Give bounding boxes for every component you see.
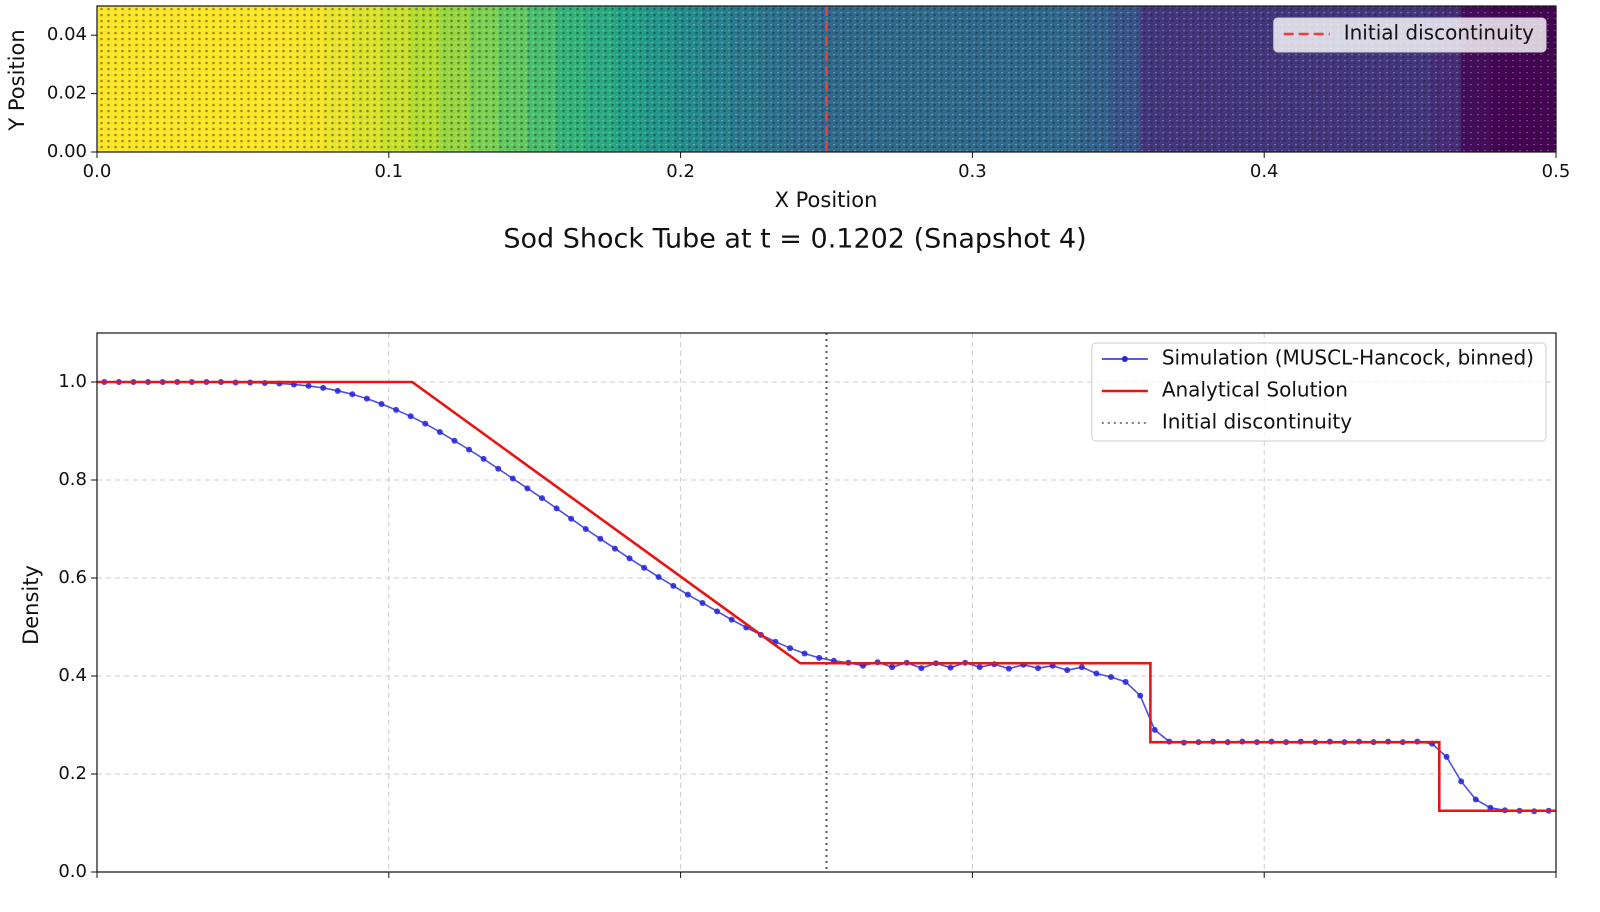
data-point: [816, 654, 823, 661]
data-point: [451, 437, 458, 444]
y-tick-label: 0.00: [47, 141, 87, 162]
plot-frame: [96, 332, 1557, 873]
y-axis-label: Y Position: [5, 29, 29, 131]
data-point: [568, 515, 575, 522]
x-tick-label: 0.4: [1250, 161, 1279, 182]
data-point: [466, 446, 473, 453]
data-point: [1137, 692, 1144, 699]
legend-label: Simulation (MUSCL-Hancock, binned): [1162, 346, 1534, 370]
data-point: [641, 564, 648, 571]
legend-marker: [1121, 356, 1128, 362]
x-tick-label: 0.0: [83, 161, 112, 182]
data-point: [787, 645, 794, 652]
legend-box: [1273, 17, 1547, 53]
y-tick-label: 0.8: [58, 469, 87, 490]
y-axis-label: Density: [19, 565, 43, 645]
data-point: [320, 384, 327, 391]
data-point: [334, 387, 341, 394]
data-point: [714, 608, 721, 615]
y-tick-label: 0.0: [58, 861, 87, 882]
data-point: [1487, 804, 1494, 811]
data-point: [363, 395, 370, 402]
data-point: [436, 428, 443, 435]
y-tick-label: 0.6: [58, 567, 87, 588]
data-point: [1093, 670, 1100, 677]
y-tick-label: 0.02: [47, 83, 87, 104]
legend-label: Initial discontinuity: [1344, 21, 1534, 45]
y-tick-label: 0.4: [58, 665, 87, 686]
legend-box: [1091, 342, 1547, 442]
data-point: [393, 406, 400, 413]
data-point: [524, 485, 531, 492]
series-line: [104, 381, 1549, 813]
data-point: [582, 526, 589, 532]
data-point: [597, 535, 604, 542]
legend-label: Initial discontinuity: [1162, 410, 1352, 434]
data-point: [801, 650, 808, 657]
data-point: [480, 455, 487, 462]
plot-frame: [96, 5, 1557, 153]
data-point: [684, 591, 691, 598]
data-point: [626, 555, 633, 562]
data-point: [305, 382, 312, 389]
data-point: [947, 664, 954, 671]
chart-title: Sod Shock Tube at t = 0.1202 (Snapshot 4…: [503, 224, 1086, 255]
x-tick-label: 0.1: [374, 161, 403, 182]
x-tick-label: 0.5: [1542, 161, 1571, 182]
data-point: [1005, 665, 1012, 672]
data-point: [407, 413, 414, 420]
legend-label: Analytical Solution: [1162, 378, 1348, 402]
data-point: [1035, 665, 1042, 672]
data-point: [1443, 753, 1450, 760]
data-point: [611, 545, 618, 552]
y-tick-label: 1.0: [58, 371, 87, 392]
x-tick-label: 0.2: [666, 161, 695, 182]
data-point: [1151, 726, 1158, 733]
data-point: [378, 401, 385, 408]
series-line: [97, 380, 1556, 813]
data-point: [1458, 778, 1465, 785]
x-axis-label: X Position: [775, 188, 878, 212]
data-point: [509, 475, 516, 482]
data-point: [349, 391, 356, 398]
data-point: [1078, 664, 1085, 671]
data-point: [655, 574, 662, 581]
data-point: [670, 582, 677, 589]
y-tick-label: 0.04: [47, 24, 87, 45]
y-tick-label: 0.2: [58, 763, 87, 784]
data-point: [728, 616, 735, 623]
data-point: [422, 420, 429, 427]
data-point: [1064, 667, 1071, 674]
data-point: [495, 465, 502, 472]
x-tick-label: 0.3: [958, 161, 987, 182]
data-point: [1472, 796, 1479, 803]
data-point: [918, 665, 925, 672]
data-point: [699, 599, 706, 606]
data-point: [538, 495, 545, 502]
data-point: [1108, 673, 1115, 680]
data-point: [889, 664, 896, 671]
data-point: [553, 505, 560, 512]
data-point: [976, 664, 983, 671]
data-point: [1122, 678, 1129, 685]
